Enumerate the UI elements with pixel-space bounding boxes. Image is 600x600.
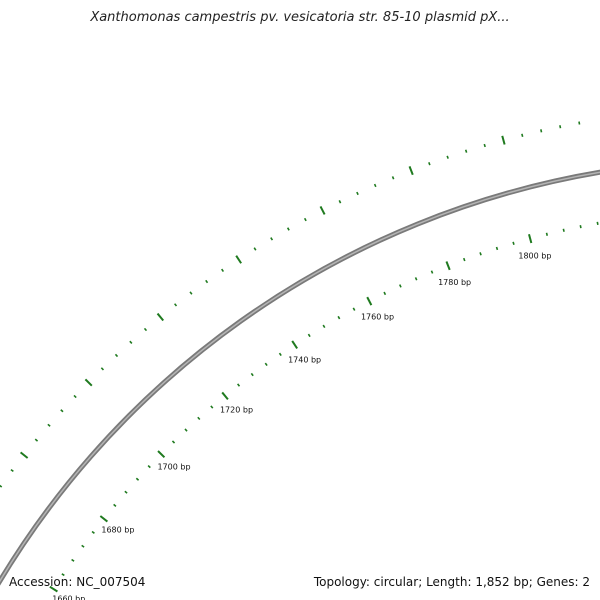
inner-tick-1664 bbox=[61, 573, 65, 577]
tick-label-layer: 1660 bp 1680 bp 1700 bp 1720 bp 1740 bp 1760 … bbox=[52, 252, 551, 600]
outer-tick-1716 bbox=[143, 327, 148, 332]
inner-tick-1780 bbox=[445, 261, 451, 271]
backbone-arc bbox=[0, 169, 600, 586]
outer-tick-1776 bbox=[391, 176, 395, 180]
inner-tick-1708 bbox=[184, 428, 188, 432]
inner-tick-1764 bbox=[383, 291, 387, 296]
inner-tick-1772 bbox=[414, 277, 418, 281]
outer-tick-1788 bbox=[446, 155, 449, 159]
inner-tick-1744 bbox=[307, 333, 311, 338]
outer-tick-1688 bbox=[47, 423, 51, 427]
outer-tick-1692 bbox=[60, 409, 64, 413]
inner-tick-1760 bbox=[366, 296, 373, 306]
inner-tick-1684 bbox=[113, 503, 117, 507]
outer-tick-1800 bbox=[501, 135, 506, 145]
tick-label-1680: 1680 bp bbox=[101, 526, 134, 535]
inner-tick-1776 bbox=[430, 270, 434, 274]
inner-tick-1748 bbox=[322, 324, 326, 329]
outer-tick-1700 bbox=[84, 378, 93, 387]
outer-tick-1804 bbox=[521, 133, 524, 137]
inner-tick-1688 bbox=[124, 490, 128, 494]
outer-tick-1752 bbox=[286, 227, 290, 231]
inner-tick-1680 bbox=[99, 515, 109, 523]
inner-tick-1728 bbox=[250, 372, 254, 377]
inner-tick-1788 bbox=[479, 252, 482, 256]
inner-tick-1668 bbox=[71, 558, 75, 562]
outer-tick-1732 bbox=[205, 279, 209, 284]
inner-tick-1740 bbox=[291, 340, 298, 350]
inner-tick-1796 bbox=[512, 241, 515, 246]
inner-tick-1732 bbox=[264, 362, 268, 366]
inner-tick-1692 bbox=[135, 477, 140, 481]
inner-tick-1808 bbox=[562, 228, 565, 232]
outer-tick-1672 bbox=[0, 484, 3, 488]
map-title: Xanthomonas campestris pv. vesicatoria s… bbox=[90, 10, 510, 25]
tick-label-1780: 1780 bp bbox=[438, 278, 471, 287]
outer-tick-1736 bbox=[221, 268, 225, 273]
outer-tick-1724 bbox=[173, 303, 178, 307]
inner-tick-1712 bbox=[197, 416, 201, 421]
inner-tick-1752 bbox=[337, 315, 341, 320]
outer-tick-1768 bbox=[356, 191, 359, 196]
inner-tick-1812 bbox=[579, 225, 582, 229]
backbone-layer bbox=[0, 169, 600, 586]
outer-tick-ring bbox=[0, 121, 581, 488]
outer-tick-1812 bbox=[559, 125, 562, 129]
outer-tick-1792 bbox=[464, 149, 468, 153]
outer-tick-1712 bbox=[129, 340, 133, 344]
inner-tick-1676 bbox=[91, 530, 95, 534]
outer-tick-1708 bbox=[114, 353, 119, 358]
outer-tick-1816 bbox=[578, 121, 581, 125]
inner-tick-1696 bbox=[147, 464, 151, 469]
inner-tick-1792 bbox=[495, 246, 499, 251]
backbone-highlight bbox=[0, 171, 600, 583]
outer-tick-1740 bbox=[235, 255, 242, 264]
inner-tick-ring bbox=[49, 221, 599, 593]
inner-tick-1716 bbox=[210, 405, 214, 409]
outer-tick-1808 bbox=[540, 129, 543, 133]
outer-tick-1720 bbox=[156, 312, 165, 322]
inner-tick-1704 bbox=[171, 440, 176, 444]
outer-tick-1784 bbox=[428, 162, 431, 166]
inner-tick-1724 bbox=[236, 383, 241, 387]
outer-tick-1744 bbox=[253, 247, 257, 251]
inner-tick-1720 bbox=[221, 391, 229, 401]
tick-label-1660: 1660 bp bbox=[52, 594, 85, 600]
inner-tick-1756 bbox=[352, 307, 356, 311]
topology-summary: Topology: circular; Length: 1,852 bp; Ge… bbox=[313, 575, 590, 589]
outer-tick-1728 bbox=[189, 291, 193, 295]
tick-label-1760: 1760 bp bbox=[361, 313, 394, 322]
outer-tick-1760 bbox=[319, 206, 326, 215]
tick-label-1720: 1720 bp bbox=[220, 405, 253, 414]
outer-tick-1764 bbox=[338, 200, 342, 204]
tick-label-1800: 1800 bp bbox=[518, 252, 551, 261]
outer-tick-1748 bbox=[270, 237, 274, 241]
inner-tick-1784 bbox=[462, 257, 466, 262]
tick-label-1700: 1700 bp bbox=[157, 462, 190, 471]
outer-tick-1780 bbox=[408, 166, 414, 176]
outer-tick-1680 bbox=[19, 451, 29, 459]
outer-tick-1684 bbox=[34, 438, 39, 442]
outer-tick-1796 bbox=[483, 143, 486, 148]
inner-tick-1736 bbox=[278, 352, 282, 357]
inner-tick-1700 bbox=[157, 450, 166, 459]
outer-tick-1704 bbox=[100, 367, 105, 371]
tick-label-1740: 1740 bp bbox=[288, 355, 321, 364]
outer-tick-1756 bbox=[303, 217, 307, 222]
inner-tick-1800 bbox=[528, 234, 533, 244]
outer-tick-1772 bbox=[373, 183, 377, 188]
inner-tick-1768 bbox=[398, 284, 402, 288]
outer-tick-1676 bbox=[10, 468, 14, 473]
inner-tick-1816 bbox=[596, 221, 599, 225]
inner-tick-1660 bbox=[49, 585, 58, 593]
inner-tick-1804 bbox=[545, 232, 549, 236]
accession-label: Accession: NC_007504 bbox=[9, 575, 146, 589]
inner-tick-1672 bbox=[81, 544, 85, 548]
outer-tick-1696 bbox=[73, 394, 77, 399]
